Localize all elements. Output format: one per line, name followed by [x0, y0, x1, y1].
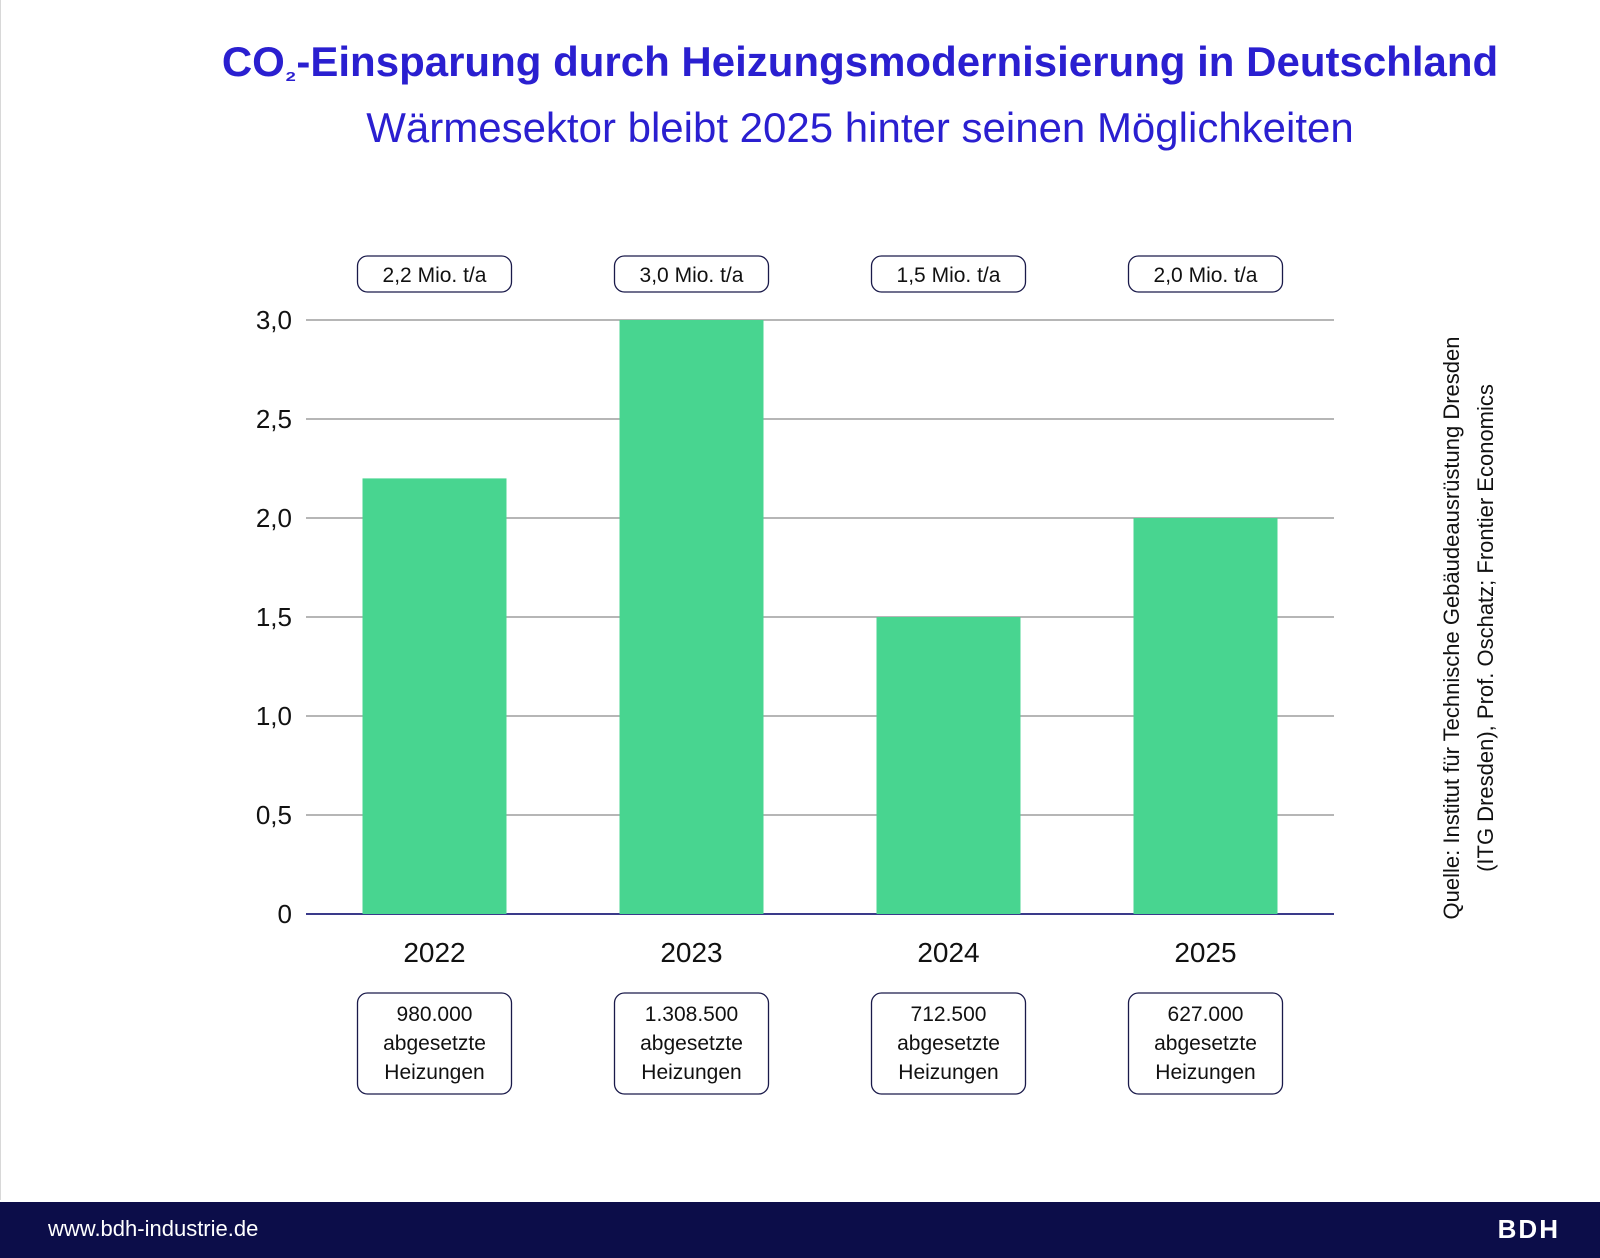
frame-border: [0, 0, 1, 1200]
value-label: 1,5 Mio. t/a: [897, 264, 1001, 287]
footer-bar: www.bdh-industrie.de BDH: [0, 1202, 1600, 1258]
bdh-logo: BDH: [1497, 1214, 1560, 1244]
x-tick-label: 2024: [917, 937, 979, 968]
y-tick-label: 3,0: [256, 305, 292, 335]
value-label-box: [870, 255, 1027, 293]
sales-box: [613, 992, 770, 1095]
sales-label-line1: abgesetzte: [383, 1032, 486, 1055]
y-tick-label: 0: [278, 899, 292, 929]
value-label: 2,2 Mio. t/a: [383, 264, 487, 287]
sales-number: 627.000: [1168, 1003, 1244, 1026]
y-tick-label: 1,5: [256, 602, 292, 632]
sales-label-line2: Heizungen: [641, 1061, 741, 1084]
source-line-1: Quelle: Institut für Technische Gebäudea…: [1439, 336, 1464, 920]
bar-chart: 0 0,5 1,0 1,5 2,0 2,5 3,0 2,2 Mio. t/a 2022 980.0…: [256, 255, 1334, 1095]
sales-number: 712.500: [911, 1003, 987, 1026]
sales-label-line1: abgesetzte: [640, 1032, 743, 1055]
source-note: Quelle: Institut für Technische Gebäudea…: [1435, 337, 1503, 920]
x-tick-label: 2023: [660, 937, 722, 968]
value-label-box: [613, 255, 770, 293]
sales-box: [870, 992, 1027, 1095]
y-tick-label: 2,5: [256, 404, 292, 434]
value-label-box: [356, 255, 513, 293]
sales-box: [1127, 992, 1284, 1095]
bar-2024: [876, 617, 1021, 914]
bar-2022: [362, 478, 507, 914]
y-tick-label: 0,5: [256, 800, 292, 830]
sales-label-line2: Heizungen: [898, 1061, 998, 1084]
x-tick-label: 2025: [1174, 937, 1236, 968]
sales-number: 980.000: [397, 1003, 473, 1026]
sales-label-line1: abgesetzte: [897, 1032, 1000, 1055]
sales-label-line2: Heizungen: [1155, 1061, 1255, 1084]
sales-number: 1.308.500: [645, 1003, 738, 1026]
sales-box: [356, 992, 513, 1095]
y-tick-label: 1,0: [256, 701, 292, 731]
chart-subtitle: Wärmesektor bleibt 2025 hinter seinen Mö…: [366, 104, 1354, 151]
chart-title: CO₂-Einsparung durch Heizungsmodernisier…: [221, 38, 1499, 86]
value-label: 3,0 Mio. t/a: [640, 264, 744, 287]
value-label-box: [1127, 255, 1284, 293]
source-line-2: (ITG Dresden), Prof. Oschatz; Frontier E…: [1473, 384, 1498, 872]
bar-2025: [1133, 518, 1278, 914]
x-tick-label: 2022: [403, 937, 465, 968]
y-tick-label: 2,0: [256, 503, 292, 533]
value-label: 2,0 Mio. t/a: [1154, 264, 1258, 287]
bar-2023: [619, 320, 764, 914]
footer-url-link[interactable]: www.bdh-industrie.de: [48, 1216, 259, 1241]
sales-label-line2: Heizungen: [384, 1061, 484, 1084]
sales-label-line1: abgesetzte: [1154, 1032, 1257, 1055]
